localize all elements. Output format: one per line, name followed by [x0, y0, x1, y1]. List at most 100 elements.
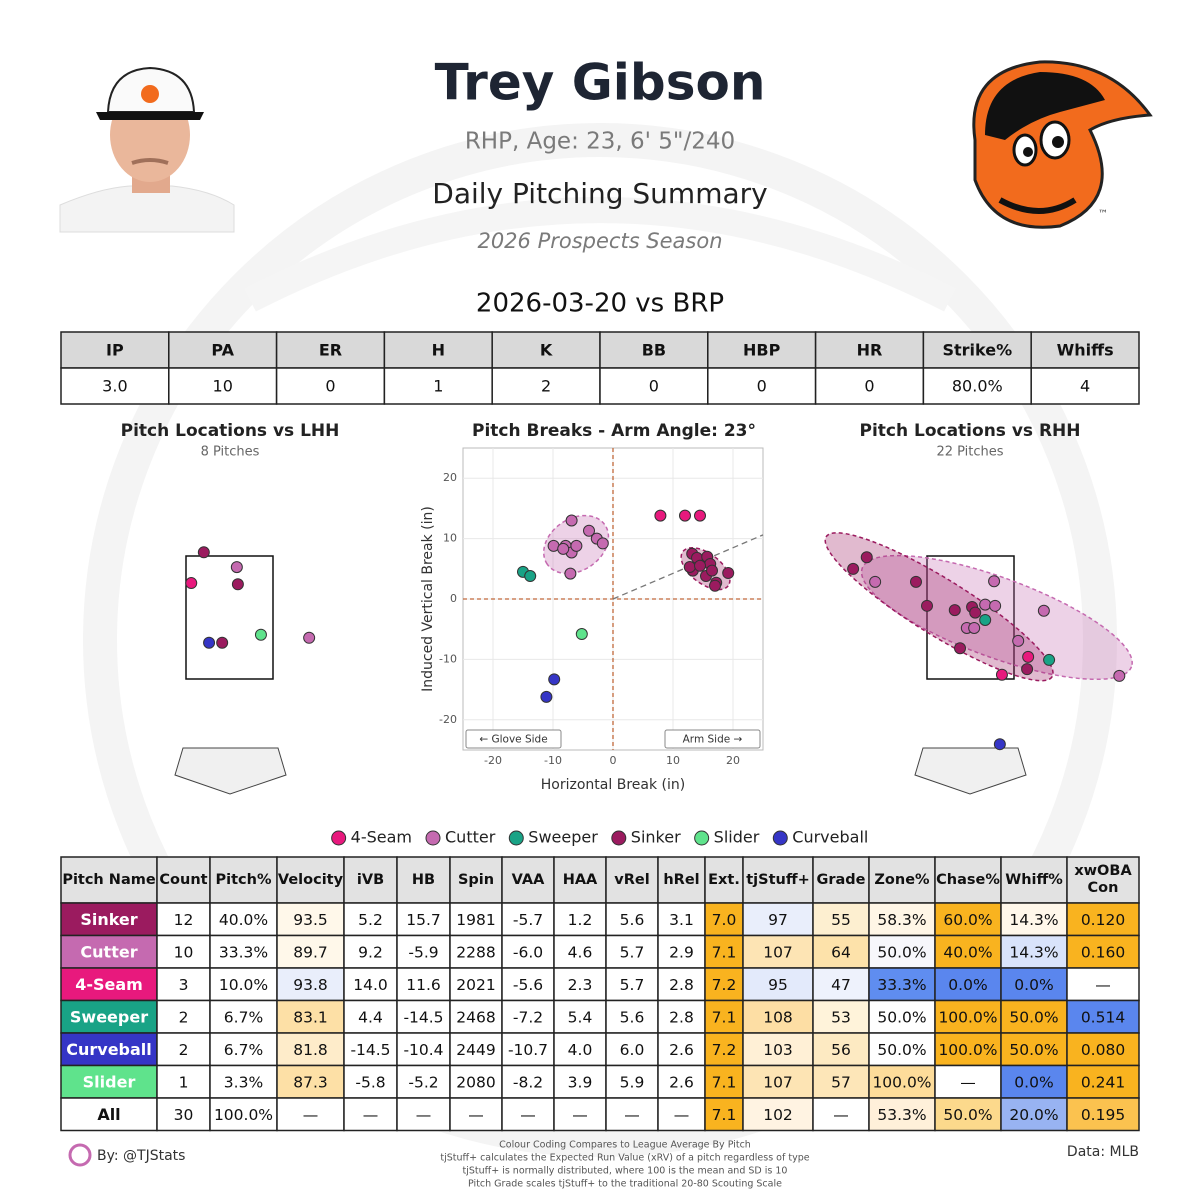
- value-cell: [1030, 367, 1140, 405]
- pitch-point: [575, 628, 588, 641]
- table-header: HAA: [562, 871, 598, 888]
- table-value: 103: [763, 1041, 793, 1059]
- pitch-point: [993, 738, 1006, 751]
- table-cell: [553, 1097, 607, 1132]
- value-text: 0: [864, 377, 874, 396]
- header-text: Whiffs: [1057, 341, 1114, 360]
- pitch-point: [709, 579, 721, 592]
- pitch-point: [910, 575, 923, 588]
- pitch-point: [231, 578, 244, 591]
- pitch-point: [706, 564, 718, 577]
- pitch-point: [979, 613, 992, 626]
- table-value: -14.5: [350, 1041, 390, 1059]
- pitch-point: [548, 673, 561, 686]
- table-header-cell: [209, 856, 278, 904]
- header-text: H: [432, 341, 445, 360]
- table-value: —: [416, 1106, 432, 1124]
- table-cell: [553, 1032, 607, 1067]
- table-value: 5.7: [620, 943, 645, 961]
- pitch-point: [1012, 634, 1025, 647]
- y-tick-label: 0: [450, 592, 457, 605]
- table-header-cell: [60, 856, 158, 904]
- table-value: 30: [174, 1106, 194, 1124]
- table-header-cell: [742, 856, 814, 904]
- table-value: —: [833, 1106, 849, 1124]
- table-cell: [209, 999, 278, 1034]
- table-value: 0.080: [1081, 1041, 1125, 1059]
- table-header-text: Grade: [816, 871, 866, 888]
- table-cell: [276, 902, 345, 937]
- table-value: 40.0%: [219, 911, 268, 929]
- legend: 4-Seam Cutter Sweeper Sinker Slider Curveball: [331, 828, 868, 847]
- table-value: 50.0%: [943, 1106, 992, 1124]
- table-cell: [868, 1032, 936, 1067]
- table-cell: [156, 1097, 211, 1132]
- pitch-point: [948, 604, 961, 617]
- pitch-point: [564, 567, 577, 580]
- table-cell: [209, 1032, 278, 1067]
- pitch-point: [979, 598, 992, 611]
- table-value: —: [1095, 976, 1111, 994]
- table-header-text: HAA: [562, 871, 598, 888]
- table-cell: [343, 1097, 398, 1132]
- pitch-point: [570, 539, 583, 552]
- season: 2026 Prospects Season: [477, 229, 722, 253]
- value-cell: [599, 367, 709, 405]
- footnote: tjStuff+ is normally distributed, where …: [463, 1166, 788, 1177]
- table-value: 7.1: [712, 943, 737, 961]
- table-value: 5.7: [620, 976, 645, 994]
- value-cell: [383, 367, 493, 405]
- table-value: 2: [179, 1041, 189, 1059]
- header-cell: [922, 331, 1032, 369]
- table-header: Grade: [816, 871, 866, 888]
- legend-marker: [508, 830, 524, 846]
- value-cell: [275, 367, 386, 405]
- table-value: -5.6: [513, 976, 543, 994]
- table-value: 50.0%: [877, 1008, 926, 1026]
- table-cell: [209, 902, 278, 937]
- pitch-point: [995, 668, 1008, 681]
- table-cell: [276, 1097, 345, 1132]
- table-value: 5.4: [568, 1008, 593, 1026]
- table-header-text: HB: [411, 871, 436, 888]
- table-cell: [605, 902, 659, 937]
- game-title: 2026-03-20 vs BRP: [476, 289, 724, 319]
- y-tick-label: 20: [443, 471, 457, 484]
- table-value: 83.1: [293, 1008, 328, 1026]
- pitch-point: [694, 509, 706, 522]
- table-value: 2.8: [669, 1008, 694, 1026]
- table-header: xwOBA Con: [1074, 863, 1132, 896]
- value-cell: [922, 367, 1032, 405]
- table-header: VAA: [512, 872, 545, 888]
- table-cell: [1000, 999, 1068, 1034]
- table-header: Chase%: [936, 872, 1000, 888]
- table-cell: [396, 999, 451, 1034]
- table-value: —: [303, 1106, 319, 1124]
- table-value: -10.7: [508, 1041, 548, 1059]
- table-value: -5.8: [355, 1073, 385, 1091]
- x-tick-label: 20: [726, 754, 740, 767]
- pitch-point: [694, 559, 706, 572]
- pitch-point: [1037, 604, 1050, 617]
- table-cell: [1066, 934, 1140, 969]
- pitch-name: Cutter: [80, 942, 137, 961]
- y-tick-label: -10: [439, 652, 457, 665]
- table-header: Spin: [458, 872, 494, 888]
- table-header-text: Pitch Name: [62, 871, 156, 888]
- watermark: [244, 197, 956, 312]
- table-value: 7.1: [712, 1073, 737, 1091]
- table-value: 9.2: [358, 943, 383, 961]
- table-header-text: Zone%: [874, 871, 930, 888]
- pitch-point: [557, 542, 570, 555]
- table-value: —: [363, 1106, 379, 1124]
- pitch-point: [596, 537, 609, 550]
- table-header-text: xwOBA Con: [1074, 863, 1132, 896]
- table-header-cell: [553, 856, 607, 904]
- table-header: Count: [159, 872, 207, 888]
- table-value: 50.0%: [877, 1041, 926, 1059]
- pitch-name: Slider: [83, 1072, 136, 1091]
- table-value: 20.0%: [1009, 1106, 1058, 1124]
- summary-title: Daily Pitching Summary: [432, 177, 767, 210]
- table-cell: [343, 902, 398, 937]
- table-value: 81.8: [293, 1041, 328, 1059]
